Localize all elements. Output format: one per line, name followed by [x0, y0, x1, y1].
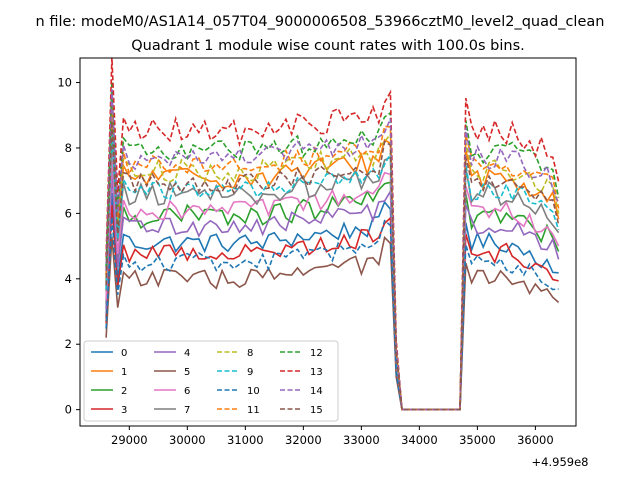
series-line-3	[105, 204, 559, 411]
y-tick-label: 10	[57, 76, 72, 90]
legend-label-13: 13	[310, 367, 323, 378]
legend-label-5: 5	[184, 367, 190, 378]
x-tick-label: 31000	[227, 433, 264, 447]
series-line-12	[105, 81, 560, 411]
x-tick-label: 35000	[459, 433, 496, 447]
series-line-10	[105, 216, 559, 411]
legend-label-11: 11	[247, 405, 260, 416]
x-tick-label: 29000	[111, 433, 148, 447]
plot-area: 29000 30000 31000 32000 33000 34000 35000 36000…	[57, 57, 588, 469]
legend-label-10: 10	[247, 386, 260, 397]
legend-box	[83, 340, 339, 422]
legend-label-0: 0	[121, 348, 127, 359]
series-line-4	[105, 173, 560, 411]
series-layer	[105, 58, 560, 411]
legend-label-7: 7	[184, 405, 190, 416]
legend-label-3: 3	[121, 405, 127, 416]
legend-label-12: 12	[310, 348, 323, 359]
x-tick-label: 30000	[169, 433, 206, 447]
y-tick-label: 4	[65, 272, 72, 286]
series-line-5	[105, 235, 560, 411]
y-tick-label: 8	[65, 141, 72, 155]
series-line-8	[105, 105, 560, 411]
legend-label-4: 4	[184, 348, 190, 359]
x-axis: 29000 30000 31000 32000 33000 34000 35000 36000	[111, 426, 554, 447]
x-tick-label: 33000	[343, 433, 380, 447]
legend-label-9: 9	[247, 367, 253, 378]
chart-title: Quadrant 1 module wise count rates with …	[131, 38, 525, 54]
legend-label-14: 14	[310, 386, 323, 397]
series-line-6	[105, 153, 560, 411]
y-tick-label: 2	[65, 337, 72, 351]
legend-label-15: 15	[310, 405, 323, 416]
x-tick-label: 34000	[401, 433, 438, 447]
x-tick-label: 36000	[517, 433, 554, 447]
y-axis: 0 2 4 6 8 10	[57, 76, 80, 417]
series-line-15	[105, 121, 560, 411]
figure-suptitle: n file: modeM0/AS1A14_057T04_9000006508_…	[36, 14, 605, 30]
series-line-14	[105, 89, 560, 411]
series-line-13	[105, 58, 560, 411]
series-line-9	[105, 129, 560, 411]
y-tick-label: 0	[65, 403, 72, 417]
legend-label-2: 2	[121, 386, 127, 397]
series-line-11	[105, 97, 560, 411]
series-line-2	[105, 161, 560, 411]
x-tick-label: 32000	[285, 433, 322, 447]
y-tick-label: 6	[65, 206, 72, 220]
series-line-0	[105, 192, 559, 411]
legend-label-1: 1	[121, 367, 127, 378]
axes-frame	[79, 57, 577, 427]
legend-label-8: 8	[247, 348, 253, 359]
x-offset-label: +4.959e8	[532, 455, 589, 469]
legend-label-6: 6	[184, 386, 190, 397]
